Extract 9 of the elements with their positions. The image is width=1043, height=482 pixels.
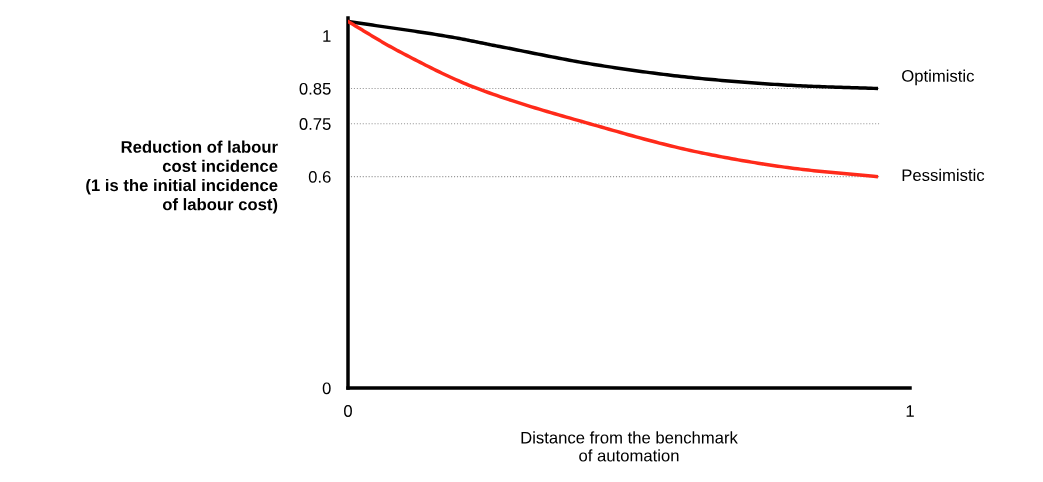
y-tick-label: 0.6: [308, 170, 331, 183]
x-axis-title: Distance from the benchmark of automation: [521, 431, 738, 462]
series-label: Pessimistic: [902, 168, 985, 182]
y-tick-label: 1: [323, 30, 331, 42]
y-axis-title: Reduction of labour cost incidence (1 is the initial incidence of labour cost): [86, 140, 278, 214]
y-tick-label: 0.75: [299, 118, 331, 130]
y-tick-label: 0.85: [299, 82, 331, 95]
series-label: Optimistic: [902, 69, 974, 86]
y-tick-label: 0: [322, 382, 331, 395]
